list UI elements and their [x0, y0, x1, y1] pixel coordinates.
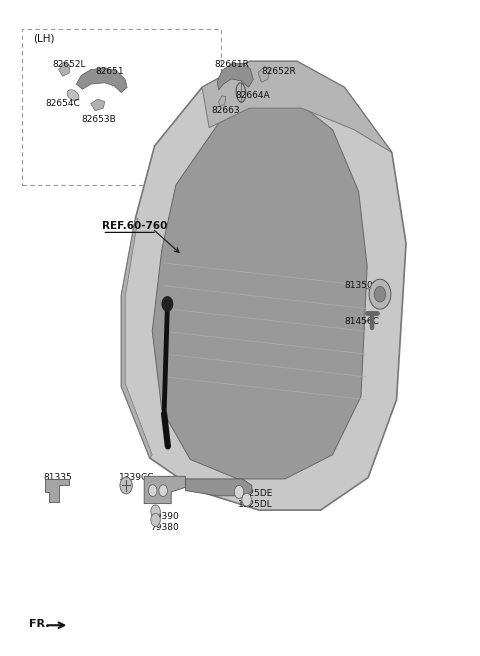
Text: 82664A: 82664A [235, 91, 270, 100]
Text: 82663: 82663 [212, 106, 240, 115]
Polygon shape [121, 217, 152, 458]
Ellipse shape [67, 90, 79, 100]
Text: (LH): (LH) [34, 33, 55, 43]
Text: 81350B: 81350B [344, 281, 379, 290]
Circle shape [120, 477, 132, 494]
Circle shape [162, 297, 173, 311]
Circle shape [242, 493, 252, 506]
Text: REF.60-760: REF.60-760 [102, 221, 168, 231]
Polygon shape [91, 99, 105, 111]
Circle shape [159, 485, 168, 497]
Polygon shape [202, 61, 392, 152]
Text: 1339CC: 1339CC [119, 473, 155, 482]
Polygon shape [219, 96, 226, 106]
Text: 82651: 82651 [96, 66, 124, 75]
Text: 1125DE: 1125DE [238, 489, 273, 499]
Text: 1125DL: 1125DL [238, 501, 272, 510]
Circle shape [374, 287, 385, 302]
Circle shape [148, 485, 157, 497]
Text: 79390: 79390 [150, 512, 179, 521]
Polygon shape [46, 479, 69, 502]
Text: 82652R: 82652R [261, 66, 296, 75]
Polygon shape [217, 63, 253, 90]
Text: 82652L: 82652L [53, 60, 86, 69]
Circle shape [151, 514, 160, 526]
Polygon shape [152, 102, 367, 479]
Text: 82653B: 82653B [81, 115, 116, 125]
Polygon shape [185, 479, 252, 496]
Polygon shape [121, 61, 406, 510]
Text: 82661R: 82661R [214, 60, 249, 69]
Text: 82654C: 82654C [46, 99, 80, 108]
Circle shape [234, 485, 244, 499]
Circle shape [151, 505, 160, 518]
Text: 81335: 81335 [43, 473, 72, 482]
Text: 79380: 79380 [150, 523, 179, 531]
Polygon shape [258, 66, 270, 82]
Polygon shape [59, 62, 70, 76]
Text: 81456C: 81456C [344, 317, 379, 326]
Circle shape [369, 279, 391, 309]
Polygon shape [144, 476, 185, 504]
Text: FR.: FR. [29, 619, 49, 629]
Polygon shape [76, 68, 127, 92]
